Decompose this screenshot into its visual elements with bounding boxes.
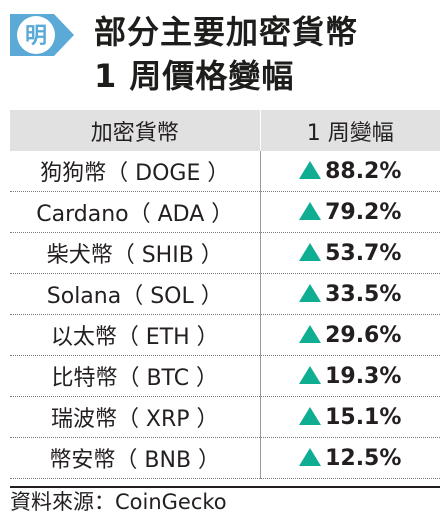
currency-name-cell: 幣安幣（ BNB ） <box>10 437 261 479</box>
table-row: 狗狗幣（ DOGE ） 88.2% <box>10 151 440 192</box>
triangle-up-icon <box>299 160 322 179</box>
newspaper-logo: 明 <box>6 10 78 60</box>
currency-name-cell: Solana（ SOL ） <box>10 273 261 315</box>
currency-name-cell: Cardano（ ADA ） <box>10 191 261 233</box>
header: 明 部分主要加密貨幣 1 周價格變幅 <box>0 0 448 108</box>
logo-badge-icon: 明 <box>10 14 74 56</box>
title-line-1: 部分主要加密貨幣 <box>94 13 359 51</box>
triangle-up-icon <box>299 365 322 384</box>
change-cell: 12.5% <box>260 438 440 479</box>
table-row: 柴犬幣（ SHIB ） 53.7% <box>10 232 440 274</box>
column-header-currency: 加密貨幣 <box>10 110 261 151</box>
title-line-2: 1 周價格變幅 <box>94 57 295 95</box>
change-value: 29.6% <box>325 322 402 348</box>
triangle-up-icon <box>299 201 322 220</box>
table-row: 瑞波幣（ XRP ） 15.1% <box>10 396 440 438</box>
change-value: 12.5% <box>325 445 402 471</box>
table-row: 以太幣（ ETH ） 29.6% <box>10 314 440 356</box>
table-row: 比特幣（ BTC ） 19.3% <box>10 355 440 397</box>
change-cell: 29.6% <box>260 315 440 356</box>
change-cell: 79.2% <box>260 192 440 233</box>
source-note: 資料來源：CoinGecko <box>10 486 440 516</box>
triangle-up-icon <box>299 406 322 425</box>
change-value: 53.7% <box>325 240 402 266</box>
change-value: 88.2% <box>325 158 402 184</box>
change-cell: 15.1% <box>260 397 440 438</box>
page-title: 部分主要加密貨幣 1 周價格變幅 <box>94 10 444 98</box>
table-row: 幣安幣（ BNB ） 12.5% <box>10 437 440 479</box>
triangle-up-icon <box>299 447 322 466</box>
change-value: 19.3% <box>325 363 402 389</box>
triangle-up-icon <box>299 242 322 261</box>
currency-name-cell: 以太幣（ ETH ） <box>10 314 261 356</box>
change-cell: 19.3% <box>260 356 440 397</box>
currency-name-cell: 柴犬幣（ SHIB ） <box>10 232 261 274</box>
currency-name-cell: 瑞波幣（ XRP ） <box>10 396 261 438</box>
change-value: 79.2% <box>325 199 402 225</box>
change-cell: 53.7% <box>260 233 440 274</box>
table-header-row: 加密貨幣 1 周變幅 <box>10 110 440 151</box>
column-header-change: 1 周變幅 <box>260 110 440 151</box>
crypto-change-table: 加密貨幣 1 周變幅 狗狗幣（ DOGE ） 88.2% Cardano（ ADA … <box>10 110 440 479</box>
table-row: Solana（ SOL ） 33.5% <box>10 273 440 315</box>
logo-char: 明 <box>25 24 47 49</box>
change-value: 15.1% <box>325 404 402 430</box>
change-value: 33.5% <box>325 281 402 307</box>
change-cell: 88.2% <box>260 151 440 192</box>
currency-name-cell: 狗狗幣（ DOGE ） <box>10 151 261 192</box>
change-cell: 33.5% <box>260 274 440 315</box>
table-body: 狗狗幣（ DOGE ） 88.2% Cardano（ ADA ） 79.2% 柴犬幣（ … <box>10 151 440 479</box>
triangle-up-icon <box>299 283 322 302</box>
table-row: Cardano（ ADA ） 79.2% <box>10 191 440 233</box>
currency-name-cell: 比特幣（ BTC ） <box>10 355 261 397</box>
triangle-up-icon <box>299 324 322 343</box>
